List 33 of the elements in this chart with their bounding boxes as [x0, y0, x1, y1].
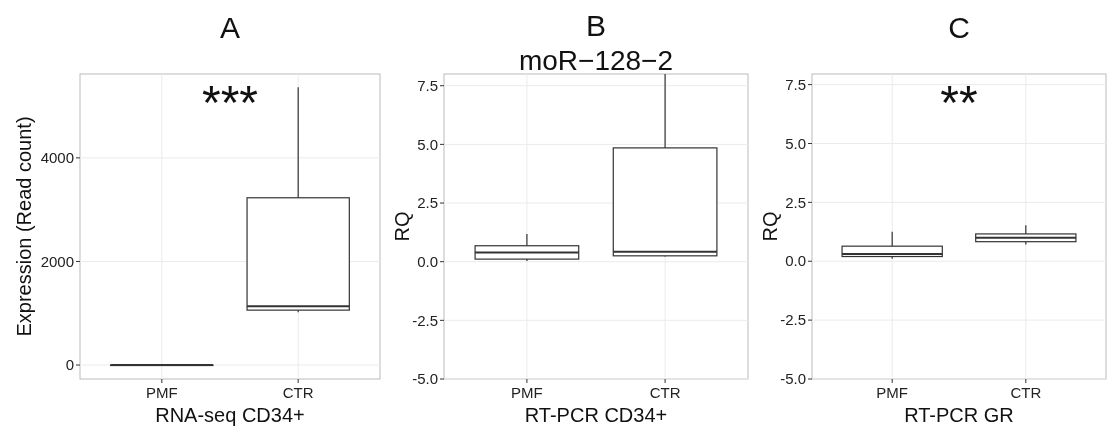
x-axis-title: RT-PCR CD34+ — [524, 404, 668, 426]
x-axis-title: RNA-seq CD34+ — [155, 404, 305, 426]
y-tick-label: 2.5 — [785, 193, 806, 211]
chart-title: A — [219, 11, 241, 44]
y-axis-title: Expression (Read count) — [13, 116, 35, 337]
chart-title: C — [948, 11, 970, 44]
y-tick-label: 4000 — [40, 149, 74, 167]
annotation: *** — [201, 76, 259, 129]
x-tick-label: CTR — [1010, 384, 1042, 401]
y-tick-label: 7.5 — [417, 76, 438, 94]
y-tick-label: 0.0 — [785, 252, 806, 270]
x-axis-title: RT-PCR GR — [904, 404, 1014, 426]
x-tick-label: PMF — [145, 384, 178, 401]
y-tick-label: 2.5 — [417, 194, 438, 212]
y-tick-label: 5.0 — [785, 134, 806, 152]
x-tick-label: PMF — [511, 384, 543, 401]
chart-subtitle: moR−128−2 — [518, 45, 674, 76]
y-axis-title: RQ — [759, 211, 781, 242]
x-tick-label: PMF — [876, 384, 909, 401]
y-tick-label: 2000 — [40, 252, 74, 270]
chart-title: B — [585, 9, 607, 42]
y-tick-label: 5.0 — [417, 135, 438, 153]
x-tick-label: CTR — [282, 384, 314, 401]
y-tick-label: 0 — [65, 356, 74, 374]
y-tick-label: -5.0 — [780, 370, 806, 388]
y-tick-label: -2.5 — [412, 311, 438, 329]
y-tick-label: 7.5 — [785, 75, 806, 93]
x-tick-label: CTR — [649, 384, 681, 401]
y-axis-title: RQ — [391, 211, 413, 242]
y-tick-label: -2.5 — [780, 311, 806, 329]
y-tick-label: -5.0 — [412, 370, 438, 388]
annotation: ** — [940, 76, 978, 129]
y-tick-label: 0.0 — [417, 252, 438, 270]
